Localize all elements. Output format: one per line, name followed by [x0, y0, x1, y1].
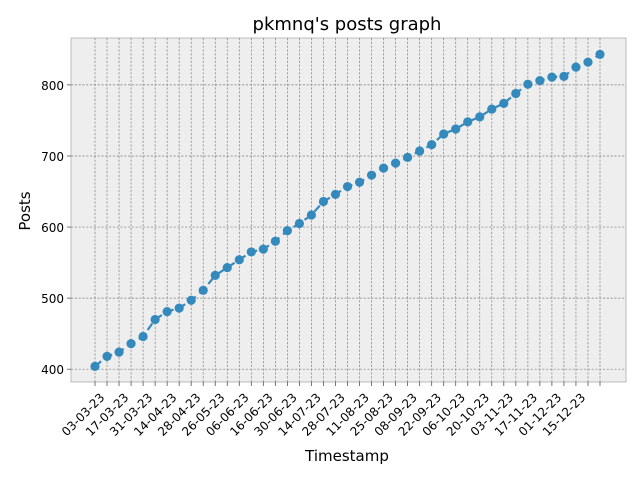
data-point — [427, 140, 437, 150]
data-point — [547, 72, 557, 82]
chart-title: pkmnq's posts graph — [253, 14, 442, 35]
data-point — [198, 285, 208, 295]
data-point — [451, 124, 461, 134]
data-point — [342, 181, 353, 192]
data-point — [499, 98, 509, 108]
data-point — [366, 170, 377, 180]
x-axis-label: Timestamp — [304, 447, 389, 465]
y-tick-label: 800 — [41, 79, 64, 93]
y-tick-label: 400 — [41, 363, 64, 377]
data-point — [126, 339, 136, 349]
data-point — [138, 331, 148, 342]
plot-area — [70, 37, 627, 383]
y-tick-label: 500 — [41, 292, 64, 306]
data-point — [222, 262, 232, 273]
data-point — [523, 79, 533, 89]
data-point — [270, 236, 280, 246]
data-point — [174, 303, 184, 313]
data-point — [162, 307, 172, 317]
data-point — [511, 88, 521, 99]
data-point — [102, 351, 112, 362]
data-point — [391, 158, 401, 168]
data-point — [583, 57, 593, 67]
data-point — [595, 49, 605, 59]
data-point — [535, 76, 545, 86]
y-axis-label: Posts — [16, 191, 34, 230]
data-point — [246, 247, 256, 257]
data-point — [186, 295, 196, 305]
data-point — [294, 218, 304, 229]
data-point — [463, 117, 473, 127]
data-point — [330, 189, 341, 199]
data-point — [210, 270, 220, 280]
data-point — [318, 196, 329, 207]
data-point — [439, 129, 449, 139]
data-point — [282, 226, 292, 236]
data-point — [354, 177, 365, 187]
data-point — [90, 361, 100, 371]
data-point — [150, 314, 160, 325]
data-point — [378, 163, 389, 173]
grid — [71, 38, 626, 382]
data-point — [559, 71, 569, 81]
series — [90, 49, 605, 371]
data-point — [571, 62, 581, 72]
data-point — [258, 244, 268, 254]
data-point — [114, 347, 124, 357]
data-point — [415, 146, 425, 156]
y-tick-label: 700 — [41, 150, 64, 164]
y-tick-label: 600 — [41, 221, 64, 235]
data-point — [487, 104, 497, 114]
data-point — [234, 255, 244, 265]
data-point — [403, 152, 413, 162]
data-point — [475, 112, 485, 122]
data-point — [306, 210, 317, 220]
